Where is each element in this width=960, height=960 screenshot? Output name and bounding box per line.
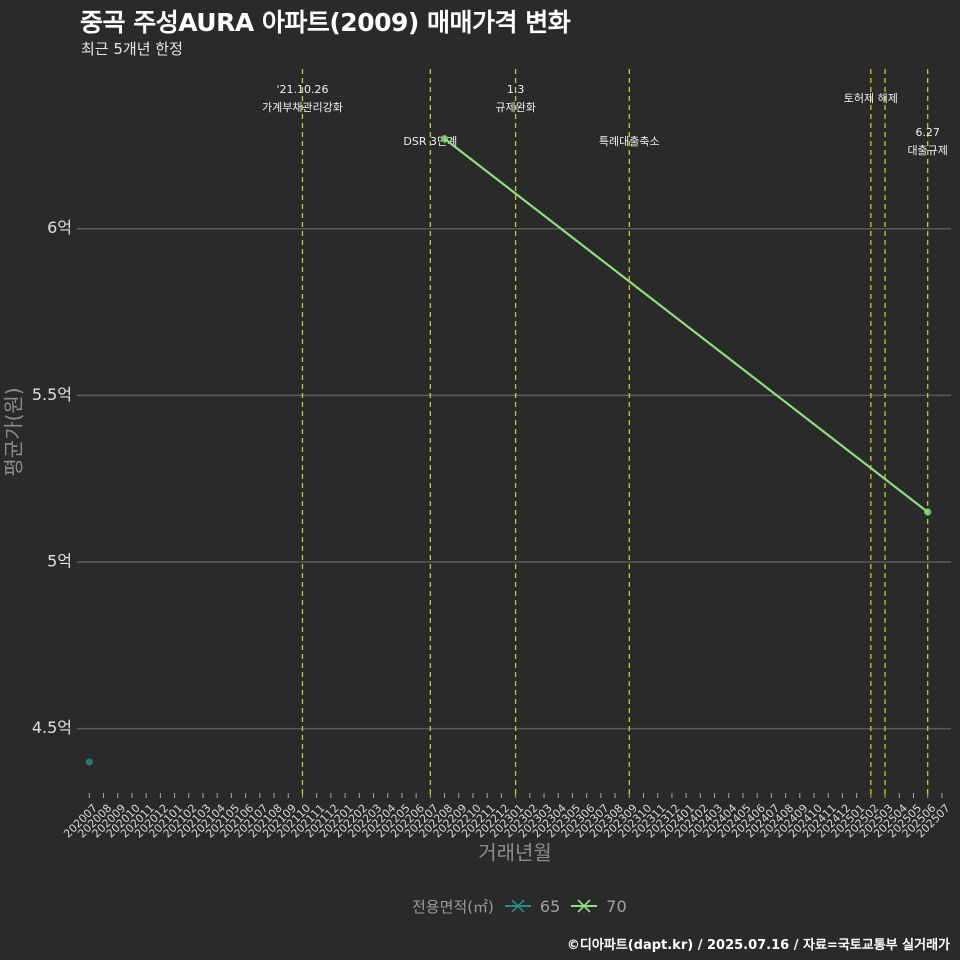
- y-tick-label: 5억: [47, 552, 72, 571]
- gridlines: [77, 227, 951, 730]
- legend-label-70: 70: [606, 896, 627, 916]
- y-axis-title: 평균가(원): [2, 387, 26, 476]
- y-tick-label: 4.5억: [32, 718, 72, 737]
- event-annotation: '21.10.26: [276, 83, 328, 96]
- event-annotation: 특례대출축소: [599, 135, 660, 148]
- legend-title: 전용면적(㎡): [412, 897, 494, 916]
- data-point-70: [924, 508, 932, 516]
- footer-credit: ©디아파트(dapt.kr) / 2025.07.16 / 자료=국토교통부 실…: [566, 938, 950, 953]
- data-series: [85, 135, 932, 766]
- series-line-70: [443, 137, 929, 513]
- event-annotation: 가계부채관리강화: [262, 101, 343, 114]
- x-axis-title: 거래년월: [478, 841, 552, 865]
- event-annotation: 1.3: [507, 83, 525, 96]
- y-axis-ticks: 4.5억 5억 5.5억 6억: [32, 218, 72, 737]
- chart-subtitle: 최근 5개년 한정: [81, 40, 183, 58]
- legend-label-65: 65: [539, 896, 561, 916]
- chart-title: 중곡 주성AURA 아파트(2009) 매매가격 변화: [80, 8, 571, 37]
- event-annotation: 대출규제: [907, 144, 947, 157]
- event-annotation: 6.27: [915, 126, 940, 139]
- event-annotation: 규제완화: [495, 101, 535, 114]
- x-axis-ticks: 2020072020082020092020102020112020122021…: [61, 793, 953, 840]
- y-tick-label: 5.5억: [32, 385, 72, 404]
- data-point-70: [440, 135, 449, 143]
- legend-key-70-icon: [571, 899, 598, 913]
- y-tick-label: 6억: [47, 218, 72, 237]
- data-point-65: [85, 758, 93, 766]
- event-annotation: 토허제 해제: [844, 91, 898, 105]
- legend: 전용면적(㎡) 65 70: [412, 895, 627, 917]
- legend-key-65-icon: [504, 899, 531, 913]
